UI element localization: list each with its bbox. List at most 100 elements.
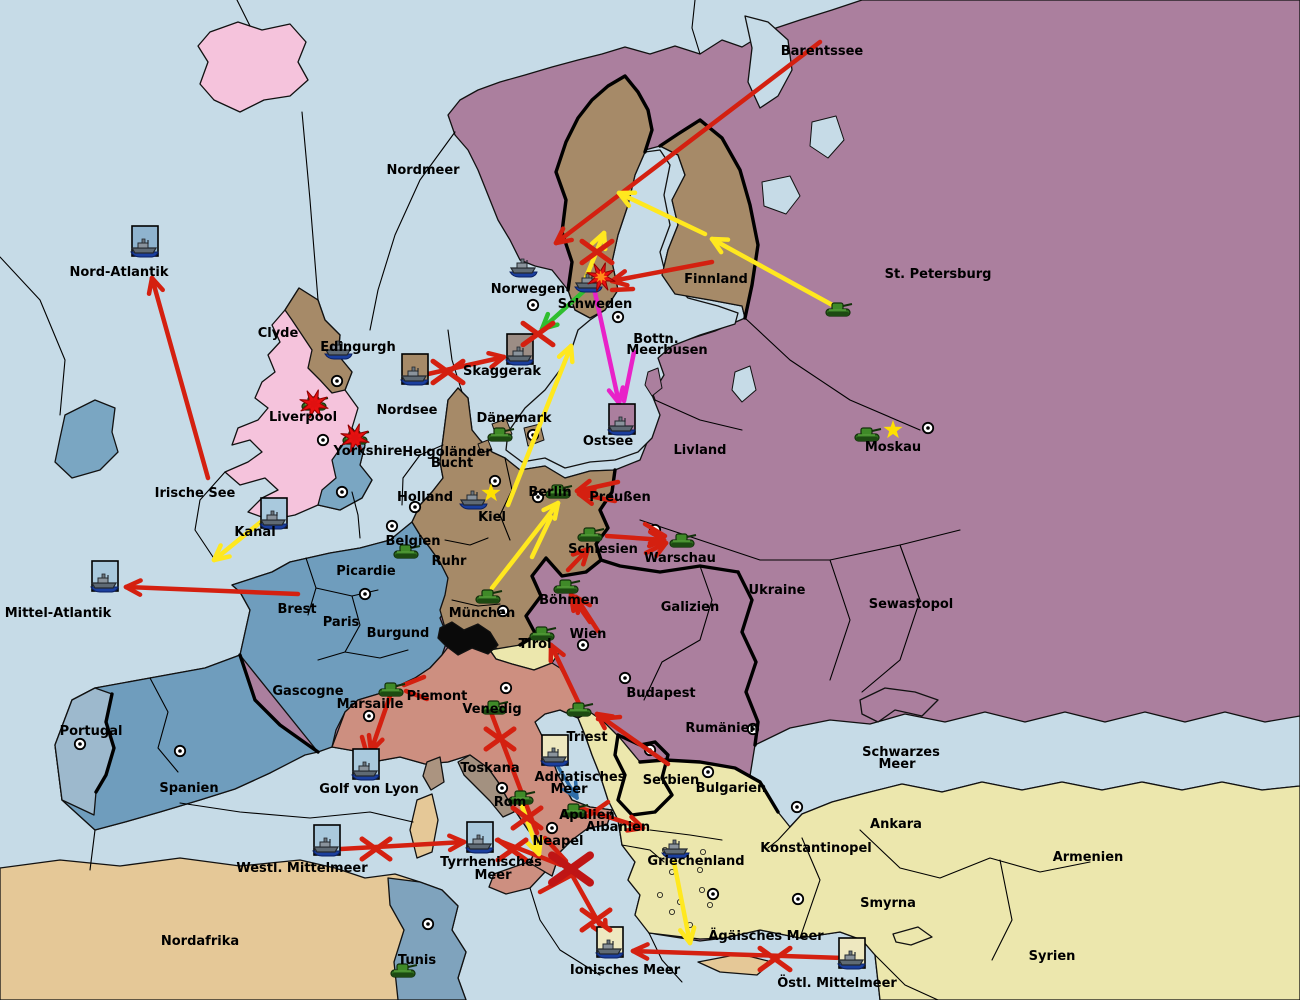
fleet-unit[interactable] bbox=[324, 340, 353, 360]
region-label: Kiel bbox=[478, 510, 506, 525]
region-label: Adriatisches bbox=[535, 770, 626, 785]
region-label: Burgund bbox=[367, 626, 430, 641]
fleet-unit[interactable] bbox=[574, 273, 603, 293]
fleet-unit[interactable] bbox=[540, 747, 569, 767]
fleet-unit[interactable] bbox=[90, 573, 119, 593]
build-star-marker bbox=[883, 420, 903, 439]
order-arrow-red bbox=[565, 546, 591, 573]
fleet-box[interactable] bbox=[259, 497, 288, 530]
fleet-box[interactable] bbox=[90, 560, 119, 593]
fleet-box[interactable] bbox=[607, 403, 636, 436]
fleet-box[interactable] bbox=[351, 748, 380, 781]
order-arrow-red bbox=[577, 805, 646, 833]
region-label: Apulien bbox=[559, 808, 615, 823]
army-unit[interactable] bbox=[481, 700, 509, 715]
region-label: Berlin bbox=[528, 485, 571, 500]
supply-center-dot bbox=[545, 821, 559, 835]
region-label: Edingurgh bbox=[320, 340, 395, 355]
army-unit[interactable] bbox=[390, 963, 418, 978]
supply-center-dot bbox=[421, 917, 435, 931]
region-label: Schlesien bbox=[568, 542, 638, 557]
fleet-box[interactable] bbox=[400, 353, 429, 386]
fleet-unit[interactable] bbox=[505, 346, 534, 366]
standoff-x-marker bbox=[757, 945, 793, 973]
order-arrow-red bbox=[338, 833, 467, 853]
region-label: Marsaille bbox=[337, 697, 404, 712]
region-label: Paris bbox=[323, 615, 360, 630]
order-arrow-magenta bbox=[591, 285, 626, 406]
order-arrow-yellow bbox=[211, 518, 265, 563]
fleet-box[interactable] bbox=[837, 937, 866, 970]
region-label: Gascogne bbox=[272, 684, 343, 699]
fleet-unit[interactable] bbox=[459, 490, 488, 510]
standoff-x-marker bbox=[430, 358, 466, 386]
order-arrow-yellow bbox=[671, 859, 697, 946]
region-label: Wien bbox=[570, 627, 607, 642]
army-unit[interactable] bbox=[393, 544, 421, 559]
marker-layer bbox=[299, 238, 903, 973]
fleet-unit[interactable] bbox=[661, 839, 690, 859]
region-label: Meer bbox=[551, 782, 589, 797]
standoff-x-marker bbox=[520, 320, 556, 348]
fleet-box[interactable] bbox=[465, 821, 494, 854]
region-label: Kanal bbox=[234, 525, 275, 540]
fleet-unit[interactable] bbox=[351, 761, 380, 781]
fleet-unit[interactable] bbox=[837, 950, 866, 970]
supply-center-dot bbox=[330, 374, 344, 388]
fleet-unit[interactable] bbox=[400, 366, 429, 386]
army-unit[interactable] bbox=[487, 427, 515, 442]
region-label: Skaggerak bbox=[463, 364, 541, 379]
supply-center-dot bbox=[496, 604, 510, 618]
region-label: Venedig bbox=[462, 702, 521, 717]
region-label: Serbien bbox=[643, 773, 699, 788]
army-unit[interactable] bbox=[561, 803, 589, 818]
region-label: Piemont bbox=[407, 689, 468, 704]
supply-center-dot bbox=[706, 887, 720, 901]
fleet-unit[interactable] bbox=[312, 837, 341, 857]
supply-center-dot bbox=[488, 474, 502, 488]
region-label: Nord-Atlantik bbox=[70, 265, 169, 280]
army-unit[interactable] bbox=[854, 427, 882, 442]
fleet-unit[interactable] bbox=[465, 834, 494, 854]
army-unit[interactable] bbox=[508, 790, 536, 805]
order-arrow-red bbox=[630, 942, 846, 961]
supply-center-dot bbox=[495, 781, 509, 795]
region-label: Irische See bbox=[155, 486, 236, 501]
army-unit[interactable] bbox=[529, 626, 557, 641]
conflict-burst-marker bbox=[299, 389, 329, 419]
army-unit[interactable] bbox=[378, 682, 406, 697]
fleet-unit[interactable] bbox=[259, 510, 288, 530]
army-unit[interactable] bbox=[669, 533, 697, 548]
region-label: Nordmeer bbox=[386, 163, 460, 178]
fleet-unit[interactable] bbox=[509, 258, 538, 278]
army-unit[interactable] bbox=[577, 527, 605, 542]
army-unit[interactable] bbox=[566, 702, 594, 717]
fleet-box[interactable] bbox=[540, 734, 569, 767]
fleet-box[interactable] bbox=[130, 225, 159, 258]
region-label: Ägäisches Meer bbox=[708, 928, 824, 944]
supply-center-dot bbox=[362, 709, 376, 723]
region-label: Syrien bbox=[1029, 949, 1076, 964]
standoff-x-marker bbox=[579, 907, 613, 933]
fleet-box[interactable] bbox=[312, 824, 341, 857]
order-arrow-red bbox=[643, 540, 669, 559]
supply-center-dot bbox=[531, 490, 545, 504]
region-label: Albanien bbox=[586, 820, 650, 835]
supply-center-dot bbox=[358, 587, 372, 601]
army-unit[interactable] bbox=[545, 484, 573, 499]
army-unit[interactable] bbox=[553, 579, 581, 594]
region-label: Golf von Lyon bbox=[319, 782, 419, 797]
region-label: Ostsee bbox=[583, 434, 634, 449]
supply-center-dot bbox=[73, 737, 87, 751]
army-unit[interactable] bbox=[475, 589, 503, 604]
army-unit[interactable] bbox=[825, 302, 853, 317]
fleet-unit[interactable] bbox=[607, 416, 636, 436]
order-arrow-yellow bbox=[505, 343, 575, 508]
fleet-unit[interactable] bbox=[130, 238, 159, 258]
order-arrow-yellow bbox=[616, 190, 708, 237]
region-label: Neapel bbox=[532, 834, 583, 849]
region-label: Bulgarien bbox=[696, 781, 767, 796]
fleet-unit[interactable] bbox=[595, 939, 624, 959]
